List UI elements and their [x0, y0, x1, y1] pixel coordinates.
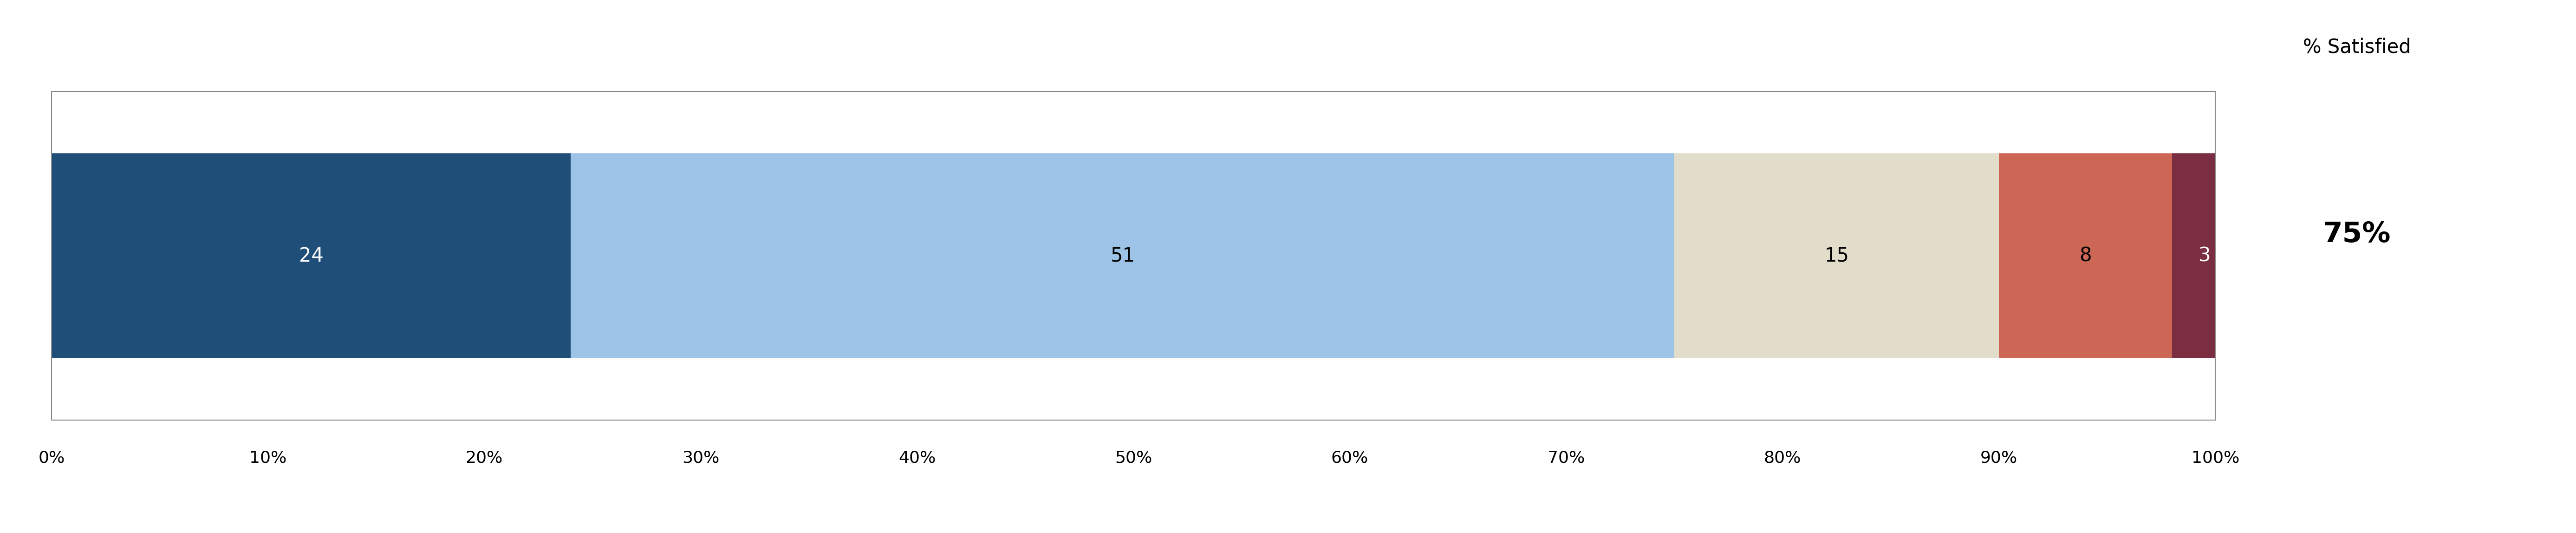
Text: 75%: 75%: [2324, 221, 2391, 248]
Text: 8: 8: [2079, 246, 2092, 265]
Text: % Satisfied: % Satisfied: [2303, 37, 2411, 57]
Bar: [1674, 154, 1999, 358]
Text: 3: 3: [2197, 246, 2210, 265]
Text: 24: 24: [299, 246, 325, 265]
Bar: [1999, 154, 2172, 358]
Bar: [572, 154, 1674, 358]
Bar: [2172, 154, 2236, 358]
Bar: [52, 154, 572, 358]
Text: 51: 51: [1110, 246, 1136, 265]
Text: 15: 15: [1824, 246, 1850, 265]
